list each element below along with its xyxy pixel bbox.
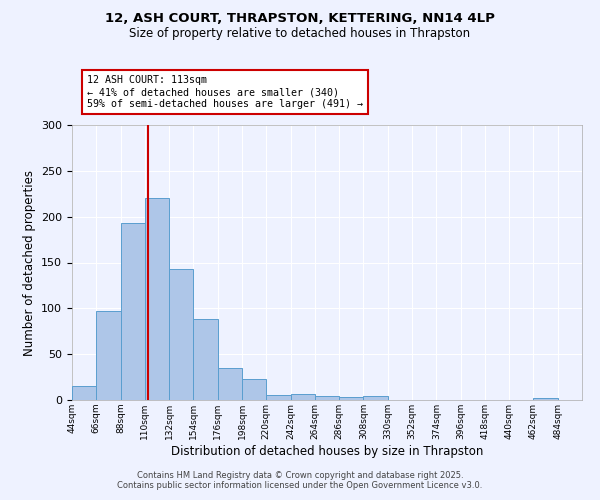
Bar [96,311,121,400]
Text: 12 ASH COURT: 113sqm
← 41% of detached houses are smaller (340)
59% of semi-deta: 12 ASH COURT: 113sqm ← 41% of detached h… [88,76,364,108]
Bar [339,397,364,400]
Text: Contains HM Land Registry data © Crown copyright and database right 2025.: Contains HM Land Registry data © Crown c… [137,471,463,480]
Bar [169,269,193,400]
Bar [242,379,266,400]
Y-axis label: Number of detached properties: Number of detached properties [23,170,35,356]
Text: Contains public sector information licensed under the Open Government Licence v3: Contains public sector information licen… [118,481,482,490]
Bar [121,223,145,400]
Bar [145,198,169,400]
Text: 12, ASH COURT, THRAPSTON, KETTERING, NN14 4LP: 12, ASH COURT, THRAPSTON, KETTERING, NN1… [105,12,495,26]
Text: Size of property relative to detached houses in Thrapston: Size of property relative to detached ho… [130,28,470,40]
Bar [315,396,339,400]
Bar [364,396,388,400]
Bar [218,368,242,400]
Bar [72,386,96,400]
Bar [266,396,290,400]
X-axis label: Distribution of detached houses by size in Thrapston: Distribution of detached houses by size … [171,444,483,458]
Bar [533,398,558,400]
Bar [193,320,218,400]
Bar [290,394,315,400]
